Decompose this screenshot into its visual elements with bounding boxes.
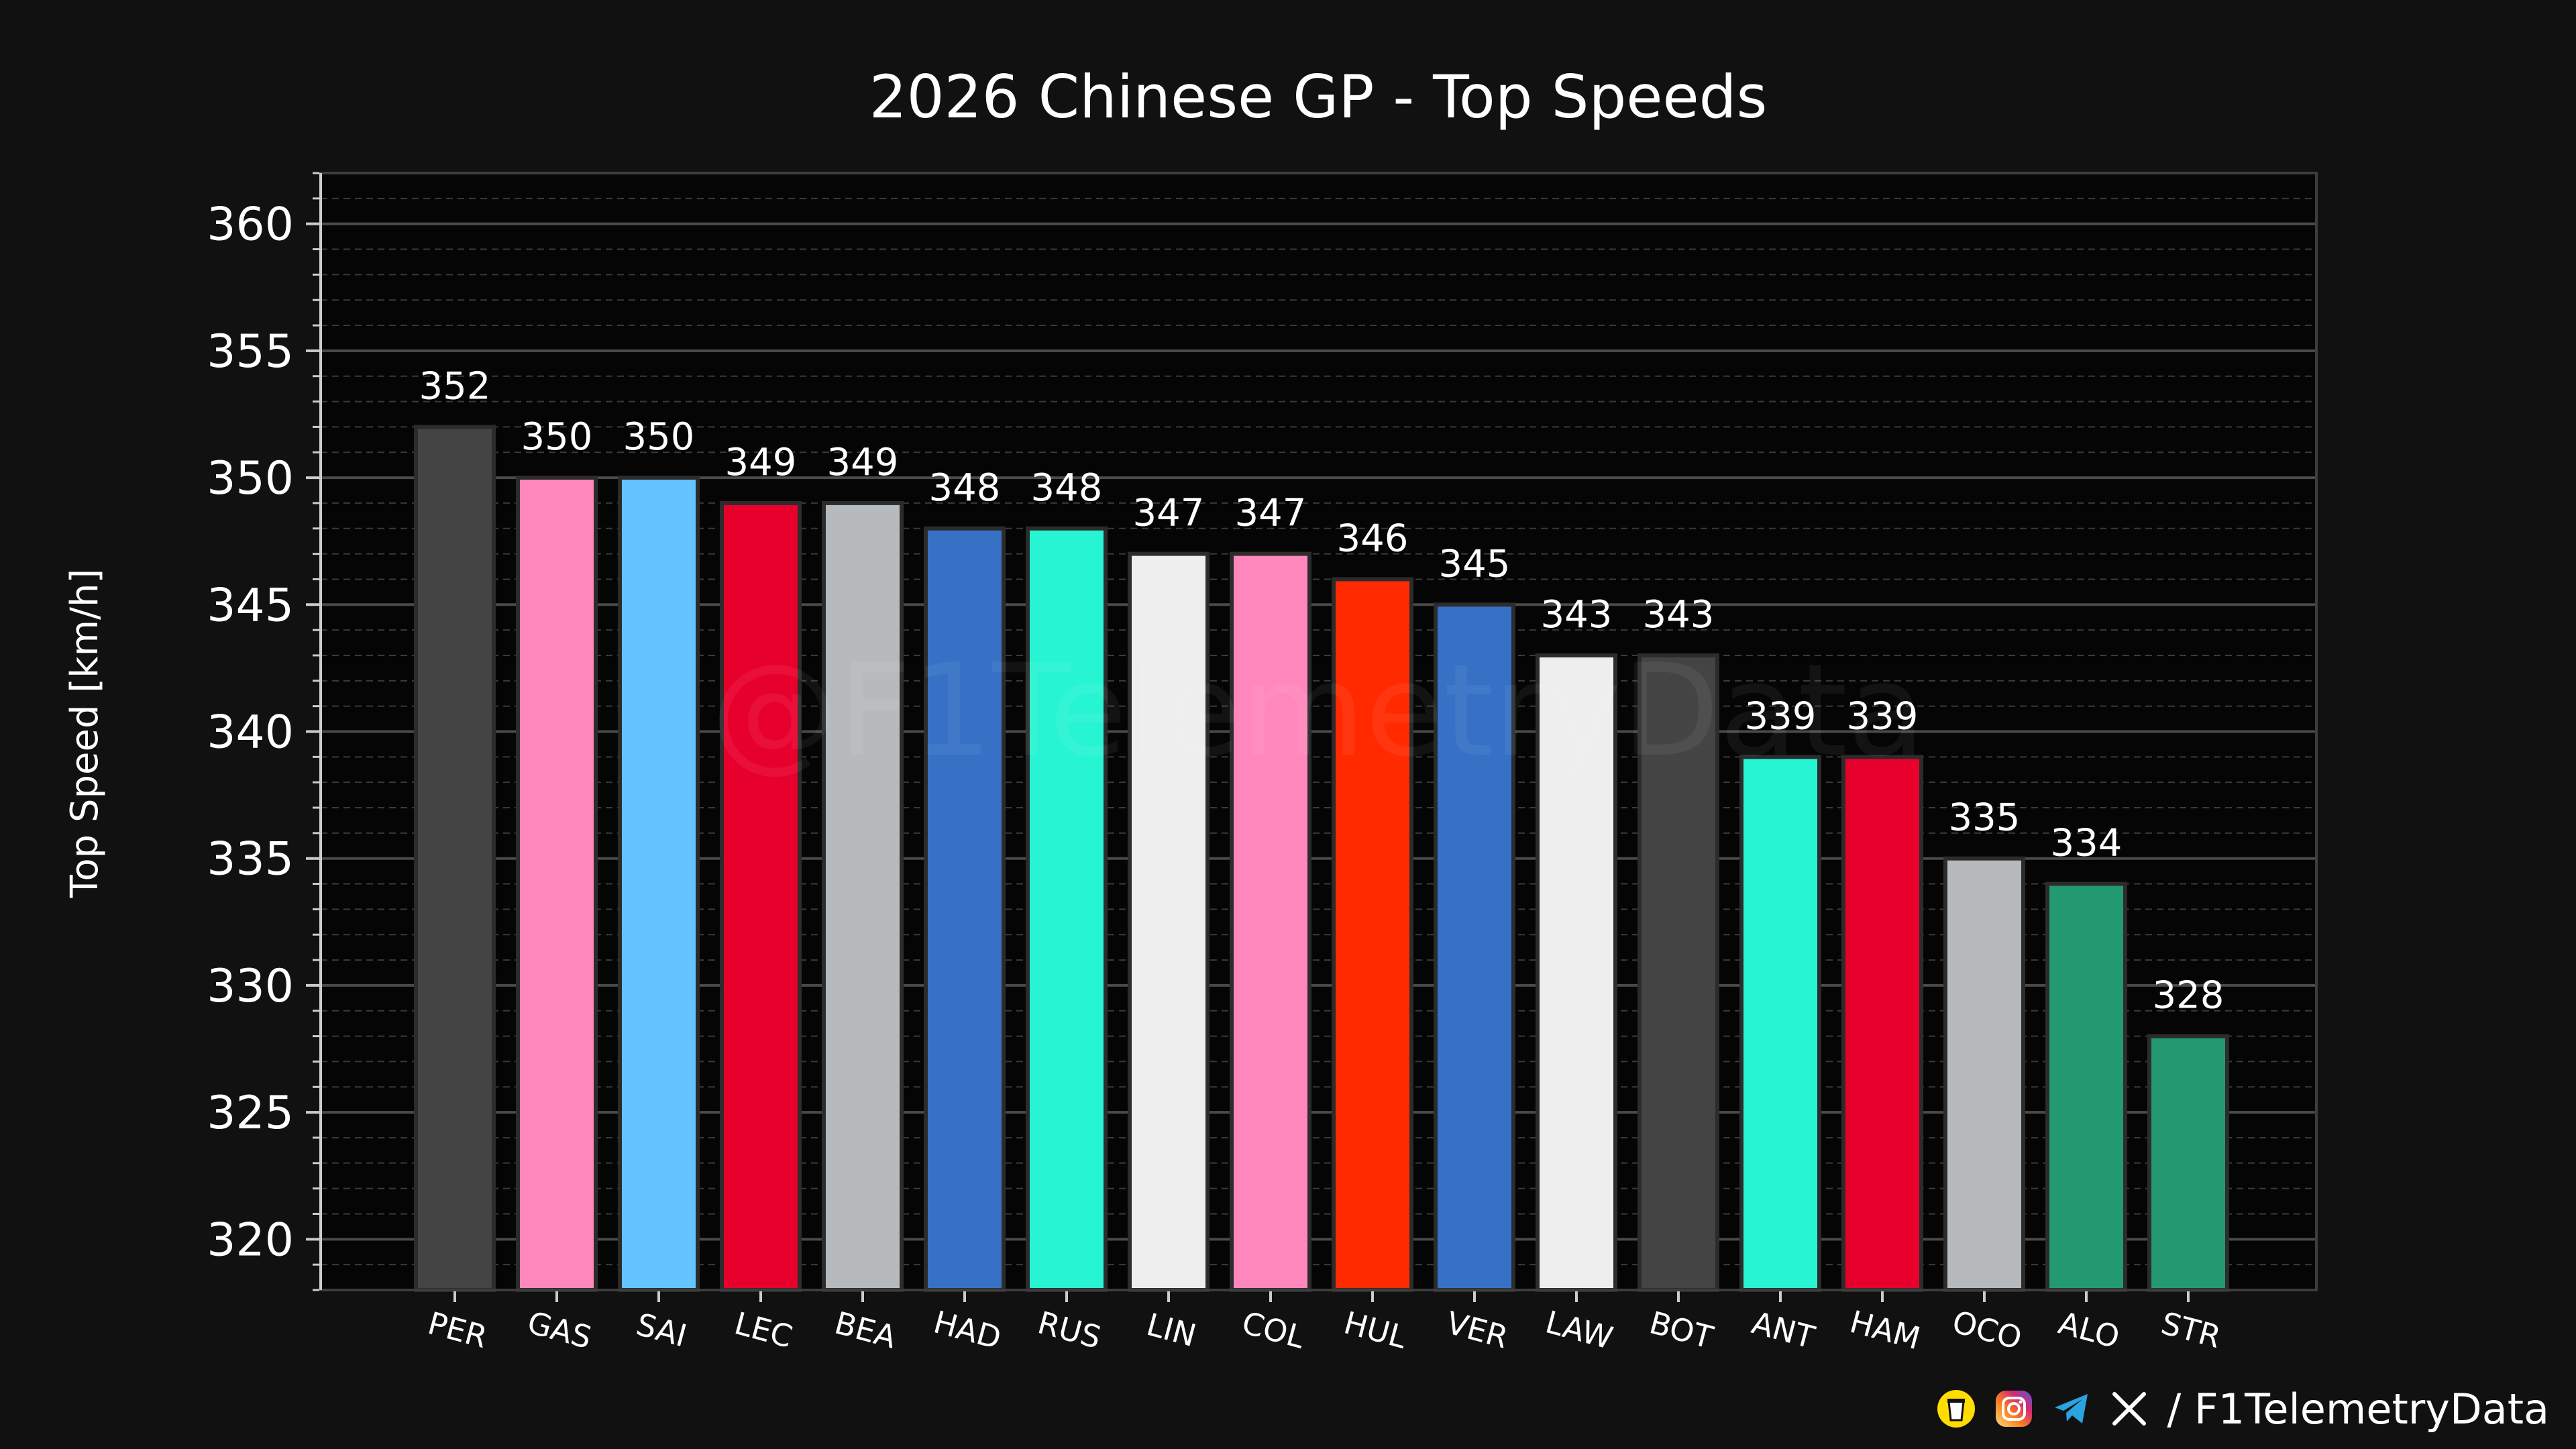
bar[interactable] xyxy=(822,500,904,1293)
data-label: 339 xyxy=(1847,694,1919,738)
data-label: 343 xyxy=(1541,593,1613,637)
data-label: 349 xyxy=(725,441,797,484)
watermark: @F1TelemetryData xyxy=(710,637,1925,785)
y-tick-label: 340 xyxy=(207,706,294,759)
instagram-icon[interactable] xyxy=(1994,1389,2034,1429)
data-label: 339 xyxy=(1745,694,1817,738)
data-label: 349 xyxy=(827,441,899,484)
bar[interactable] xyxy=(2045,881,2127,1292)
bar[interactable] xyxy=(2147,1034,2229,1293)
chart-title: 2026 Chinese GP - Top Speeds xyxy=(869,62,1768,131)
bar[interactable] xyxy=(414,425,496,1293)
data-label: 328 xyxy=(2153,974,2224,1018)
y-tick-label: 320 xyxy=(207,1214,294,1267)
bar[interactable] xyxy=(924,526,1006,1292)
bar[interactable] xyxy=(1739,755,1821,1293)
y-tick-label: 335 xyxy=(207,833,294,886)
bar[interactable] xyxy=(1536,653,1617,1292)
data-label: 347 xyxy=(1133,492,1205,535)
bar[interactable] xyxy=(1943,856,2025,1293)
footer-handle[interactable]: / F1TelemetryData xyxy=(2167,1384,2549,1434)
y-tick-label: 350 xyxy=(207,452,294,505)
bar[interactable] xyxy=(1332,577,1413,1292)
data-label: 346 xyxy=(1337,517,1409,560)
footer: / F1TelemetryData xyxy=(1936,1382,2549,1436)
bar[interactable] xyxy=(516,476,598,1292)
data-label: 350 xyxy=(623,415,695,459)
bar[interactable] xyxy=(1841,755,1923,1293)
data-label: 350 xyxy=(521,415,593,459)
coffee-icon[interactable] xyxy=(1936,1389,1976,1429)
data-label: 343 xyxy=(1643,593,1715,637)
telegram-icon[interactable] xyxy=(2051,1389,2092,1429)
y-tick-label: 355 xyxy=(207,325,294,378)
data-label: 352 xyxy=(419,364,491,408)
y-tick-label: 345 xyxy=(207,579,294,632)
data-label: 347 xyxy=(1235,492,1307,535)
data-label: 334 xyxy=(2051,822,2123,865)
bar[interactable] xyxy=(1230,551,1311,1292)
y-axis-label: Top Speed [km/h] xyxy=(63,569,107,899)
data-label: 348 xyxy=(1031,466,1103,510)
data-label: 348 xyxy=(929,466,1001,510)
plot-area: 320325330335340345350355360352PER350GAS3… xyxy=(207,172,2318,1356)
x-icon[interactable] xyxy=(2109,1389,2149,1429)
bar[interactable] xyxy=(720,500,802,1293)
bar[interactable] xyxy=(618,476,700,1292)
y-tick-label: 330 xyxy=(207,960,294,1013)
y-tick-label: 360 xyxy=(207,199,294,252)
y-tick-label: 325 xyxy=(207,1087,294,1140)
bar[interactable] xyxy=(1128,551,1210,1292)
data-label: 345 xyxy=(1439,542,1511,586)
data-label: 335 xyxy=(1949,796,2021,840)
